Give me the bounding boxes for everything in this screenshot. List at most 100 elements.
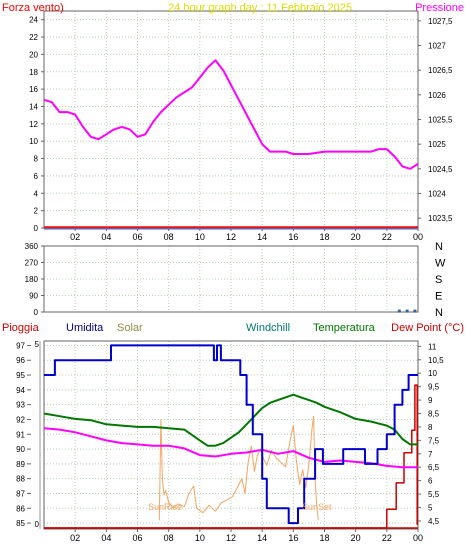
temp-tick-label-9,5: 9,5 bbox=[428, 383, 440, 392]
wind-axis-label: Forza vento) bbox=[2, 2, 64, 14]
direction-tick-label-90: 90 bbox=[29, 292, 38, 301]
direction-tick-label-0: 0 bbox=[34, 308, 39, 317]
pressure-tick-label-1025,5: 1025,5 bbox=[428, 116, 453, 125]
rain-tick-label-5: 5 bbox=[35, 340, 40, 349]
rain-line bbox=[44, 384, 418, 529]
wind-tick-label-24: 24 bbox=[29, 16, 38, 25]
panel1-xtick-label-10: 10 bbox=[195, 232, 205, 242]
pressure-axis-label: Pressione bbox=[415, 2, 464, 14]
humidity-tick-label-87: 87 bbox=[16, 489, 25, 498]
panel3-xtick-label-16: 16 bbox=[288, 533, 298, 543]
humidity-axis-ticks: 85 86 87 88 89 90 91 92 93 94 95 96 97 bbox=[16, 341, 31, 528]
panel3-xtick-label-14: 14 bbox=[257, 533, 267, 543]
wind-tick-label-2: 2 bbox=[34, 207, 39, 216]
panel3-series bbox=[43, 344, 418, 529]
panel1-xtick-label-02: 02 bbox=[70, 232, 80, 242]
humidity-tick-label-95: 95 bbox=[16, 371, 25, 380]
temp-tick-label-4,5: 4,5 bbox=[428, 517, 440, 526]
sunset-annotation: SunSet bbox=[302, 502, 332, 512]
direction-compass-2: S bbox=[435, 274, 442, 286]
humidity-tick-label-89: 89 bbox=[16, 460, 25, 469]
wind-tick-label-4: 4 bbox=[34, 189, 39, 198]
panel3-xtick-label-06: 06 bbox=[132, 533, 142, 543]
temp-tick-label-7,5: 7,5 bbox=[428, 436, 440, 445]
panel1-xtick-label-08: 08 bbox=[164, 232, 174, 242]
humidity-tick-label-85: 85 bbox=[16, 519, 25, 528]
panel3-xtick-label-18: 18 bbox=[319, 533, 329, 543]
wind-tick-label-22: 22 bbox=[29, 33, 38, 42]
rain-axis-ticks: 05 bbox=[35, 340, 41, 529]
legend-dew-point: Dew Point (°C) bbox=[391, 322, 464, 334]
pressure-tick-label-1026,5: 1026,5 bbox=[428, 66, 453, 75]
wind-tick-label-12: 12 bbox=[29, 120, 38, 129]
panel3-xtick-label-00: 00 bbox=[413, 533, 423, 543]
temperature-line bbox=[43, 393, 418, 447]
solar-line bbox=[158, 416, 319, 521]
legend-temperatura: Temperatura bbox=[313, 322, 376, 334]
temp-tick-label-8,5: 8,5 bbox=[428, 410, 440, 419]
temp-tick-label-10,5: 10,5 bbox=[428, 356, 444, 365]
panel3-xtick-label-02: 02 bbox=[70, 533, 80, 543]
panel3-xtick-label-12: 12 bbox=[226, 533, 236, 543]
humidity-tick-label-86: 86 bbox=[16, 504, 25, 513]
panel1-xtick-label-16: 16 bbox=[288, 232, 298, 242]
direction-tick-label-270: 270 bbox=[25, 259, 39, 268]
panel1-xtick-label-00: 00 bbox=[413, 232, 423, 242]
panel1-series bbox=[43, 59, 419, 230]
legend-windchill: Windchill bbox=[246, 322, 290, 334]
panel3-xtick-label-10: 10 bbox=[195, 533, 205, 543]
wind-tick-label-20: 20 bbox=[29, 50, 38, 59]
panel1-xtick-label-12: 12 bbox=[226, 232, 236, 242]
pressure-tick-label-1023,5: 1023,5 bbox=[428, 214, 453, 223]
panel1-xtick-label-14: 14 bbox=[257, 232, 267, 242]
panel1-xtick-label-18: 18 bbox=[319, 232, 329, 242]
direction-compass-3: W bbox=[435, 258, 446, 270]
panel3-xtick-label-20: 20 bbox=[351, 533, 361, 543]
direction-tick-label-180: 180 bbox=[25, 275, 39, 284]
rain-tick-label-0: 0 bbox=[35, 520, 40, 529]
humidity-line bbox=[44, 344, 418, 525]
temp-tick-label-6: 6 bbox=[428, 477, 433, 486]
temp-tick-label-5: 5 bbox=[428, 504, 433, 513]
panel3-xtick-label-08: 08 bbox=[164, 533, 174, 543]
direction-compass-0: N bbox=[435, 307, 443, 319]
panel1-background bbox=[0, 0, 466, 235]
temp-tick-label-6,5: 6,5 bbox=[428, 463, 440, 472]
pressure-line bbox=[43, 59, 419, 170]
direction-tick-label-360: 360 bbox=[25, 242, 39, 251]
temp-tick-label-5,5: 5,5 bbox=[428, 490, 440, 499]
panel1-xtick-label-04: 04 bbox=[101, 232, 111, 242]
panel1-x-ticks: 02 04 06 08 10 12 14 16 18 20 22 00 bbox=[70, 228, 423, 242]
panel3-xtick-label-22: 22 bbox=[382, 533, 392, 543]
direction-point-0 bbox=[397, 309, 401, 313]
pressure-tick-label-1024,5: 1024,5 bbox=[428, 165, 453, 174]
panel1-xtick-label-22: 22 bbox=[382, 232, 392, 242]
legend-umidita: Umidita bbox=[66, 322, 104, 334]
humidity-tick-label-88: 88 bbox=[16, 475, 25, 484]
temp-tick-label-8: 8 bbox=[428, 423, 433, 432]
pressure-tick-label-1027: 1027 bbox=[428, 42, 446, 51]
panel1-right-ticks: 1023,5 1024 1024,5 1025 1025,5 1026 1026,5 1027… bbox=[418, 17, 453, 223]
humidity-tick-label-93: 93 bbox=[16, 401, 25, 410]
pressure-tick-label-1024: 1024 bbox=[428, 189, 446, 198]
panel1-xtick-label-06: 06 bbox=[132, 232, 142, 242]
wind-tick-label-8: 8 bbox=[34, 155, 39, 164]
humidity-tick-label-97: 97 bbox=[16, 341, 25, 350]
humidity-tick-label-90: 90 bbox=[16, 445, 25, 454]
temp-tick-label-11: 11 bbox=[428, 342, 437, 351]
humidity-tick-label-91: 91 bbox=[16, 430, 25, 439]
temp-tick-label-7: 7 bbox=[428, 450, 433, 459]
panel3-x-ticks: 02 04 06 08 10 12 14 16 18 20 22 00 bbox=[70, 529, 423, 543]
chart-title: 24 hour graph day : 11 Febbraio 2025 bbox=[168, 2, 352, 14]
panel2-series bbox=[397, 309, 417, 313]
direction-compass-4: N bbox=[435, 241, 443, 253]
wind-tick-label-10: 10 bbox=[29, 137, 38, 146]
panel1-xtick-label-20: 20 bbox=[351, 232, 361, 242]
pressure-tick-label-1027,5: 1027,5 bbox=[428, 17, 453, 26]
temp-tick-label-10: 10 bbox=[428, 369, 437, 378]
legend-solar: Solar bbox=[117, 322, 143, 334]
sunrise-annotation: SunRise bbox=[148, 502, 182, 512]
panel3-xtick-label-04: 04 bbox=[101, 533, 111, 543]
